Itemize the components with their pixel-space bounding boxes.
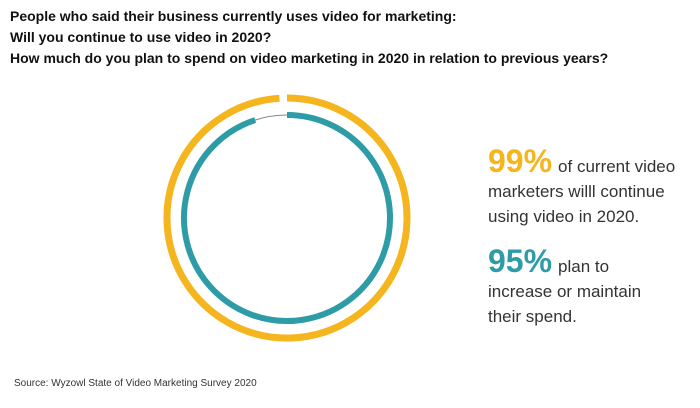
callout-text: of current video marketers willl continu…	[488, 157, 676, 226]
callout: 95% plan to increase or maintain their sp…	[488, 243, 678, 329]
title-line: How much do you plan to spend on video m…	[10, 50, 609, 66]
ring-arc	[163, 94, 411, 342]
chart-title: People who said their business currently…	[10, 6, 608, 69]
callout-value: 99%	[488, 143, 553, 179]
callout-value: 95%	[488, 243, 553, 279]
title-line: People who said their business currently…	[10, 8, 457, 24]
source: Source: Wyzowl State of Video Marketing …	[14, 378, 257, 389]
title-line: Will you continue to use video in 2020?	[10, 29, 272, 45]
callout: 99% of current video marketers willl cont…	[488, 143, 678, 229]
ring-arc	[181, 112, 393, 324]
callout-text: plan to increase or maintain their spend…	[488, 257, 642, 326]
